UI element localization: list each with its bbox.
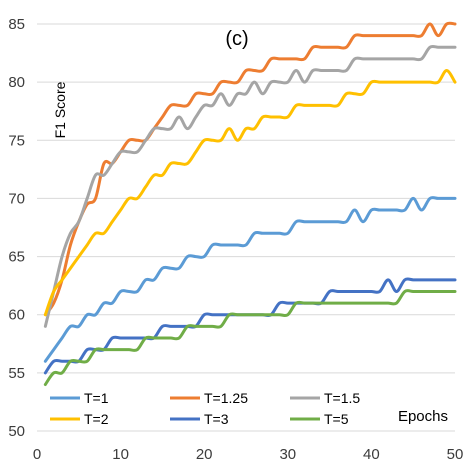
x-tick-label: 50 xyxy=(447,446,464,463)
gridlines xyxy=(37,23,455,432)
series-lines xyxy=(43,21,457,386)
y-tick-label: 60 xyxy=(8,307,25,324)
series-line-1 xyxy=(43,196,457,363)
y-tick-label: 55 xyxy=(8,365,25,382)
series-line-6 xyxy=(43,289,457,386)
y-tick-label: 85 xyxy=(8,16,25,33)
legend-label: T=1.25 xyxy=(204,390,248,406)
chart-title: (c) xyxy=(225,28,248,50)
legend: T=1 T=1.25 T=1.5 T=2 T=3 T=5 xyxy=(50,390,360,427)
y-tick-label: 65 xyxy=(8,249,25,266)
x-tick-label: 40 xyxy=(363,446,380,463)
y-tick-label: 80 xyxy=(8,74,25,91)
y-axis-ticks: 50 55 60 65 70 75 80 85 xyxy=(8,16,25,440)
x-tick-label: 10 xyxy=(112,446,129,463)
y-tick-label: 75 xyxy=(8,132,25,149)
legend-label: T=1 xyxy=(84,390,109,406)
x-tick-label: 0 xyxy=(33,446,41,463)
series-line-2 xyxy=(43,21,457,317)
y-tick-label: 70 xyxy=(8,190,25,207)
x-axis-ticks: 0 10 20 30 40 50 xyxy=(33,446,464,463)
y-tick-label: 50 xyxy=(8,423,25,440)
series-line-4 xyxy=(43,69,457,317)
series-line-3 xyxy=(43,44,457,328)
legend-label: T=3 xyxy=(204,411,229,427)
y-axis-label: F1 Score xyxy=(52,81,68,138)
x-tick-label: 20 xyxy=(196,446,213,463)
legend-label: T=1.5 xyxy=(324,390,360,406)
legend-label: T=5 xyxy=(324,411,349,427)
legend-label: T=2 xyxy=(84,411,109,427)
x-tick-label: 30 xyxy=(279,446,296,463)
series-line-5 xyxy=(43,277,457,375)
x-axis-label: Epochs xyxy=(398,408,448,425)
